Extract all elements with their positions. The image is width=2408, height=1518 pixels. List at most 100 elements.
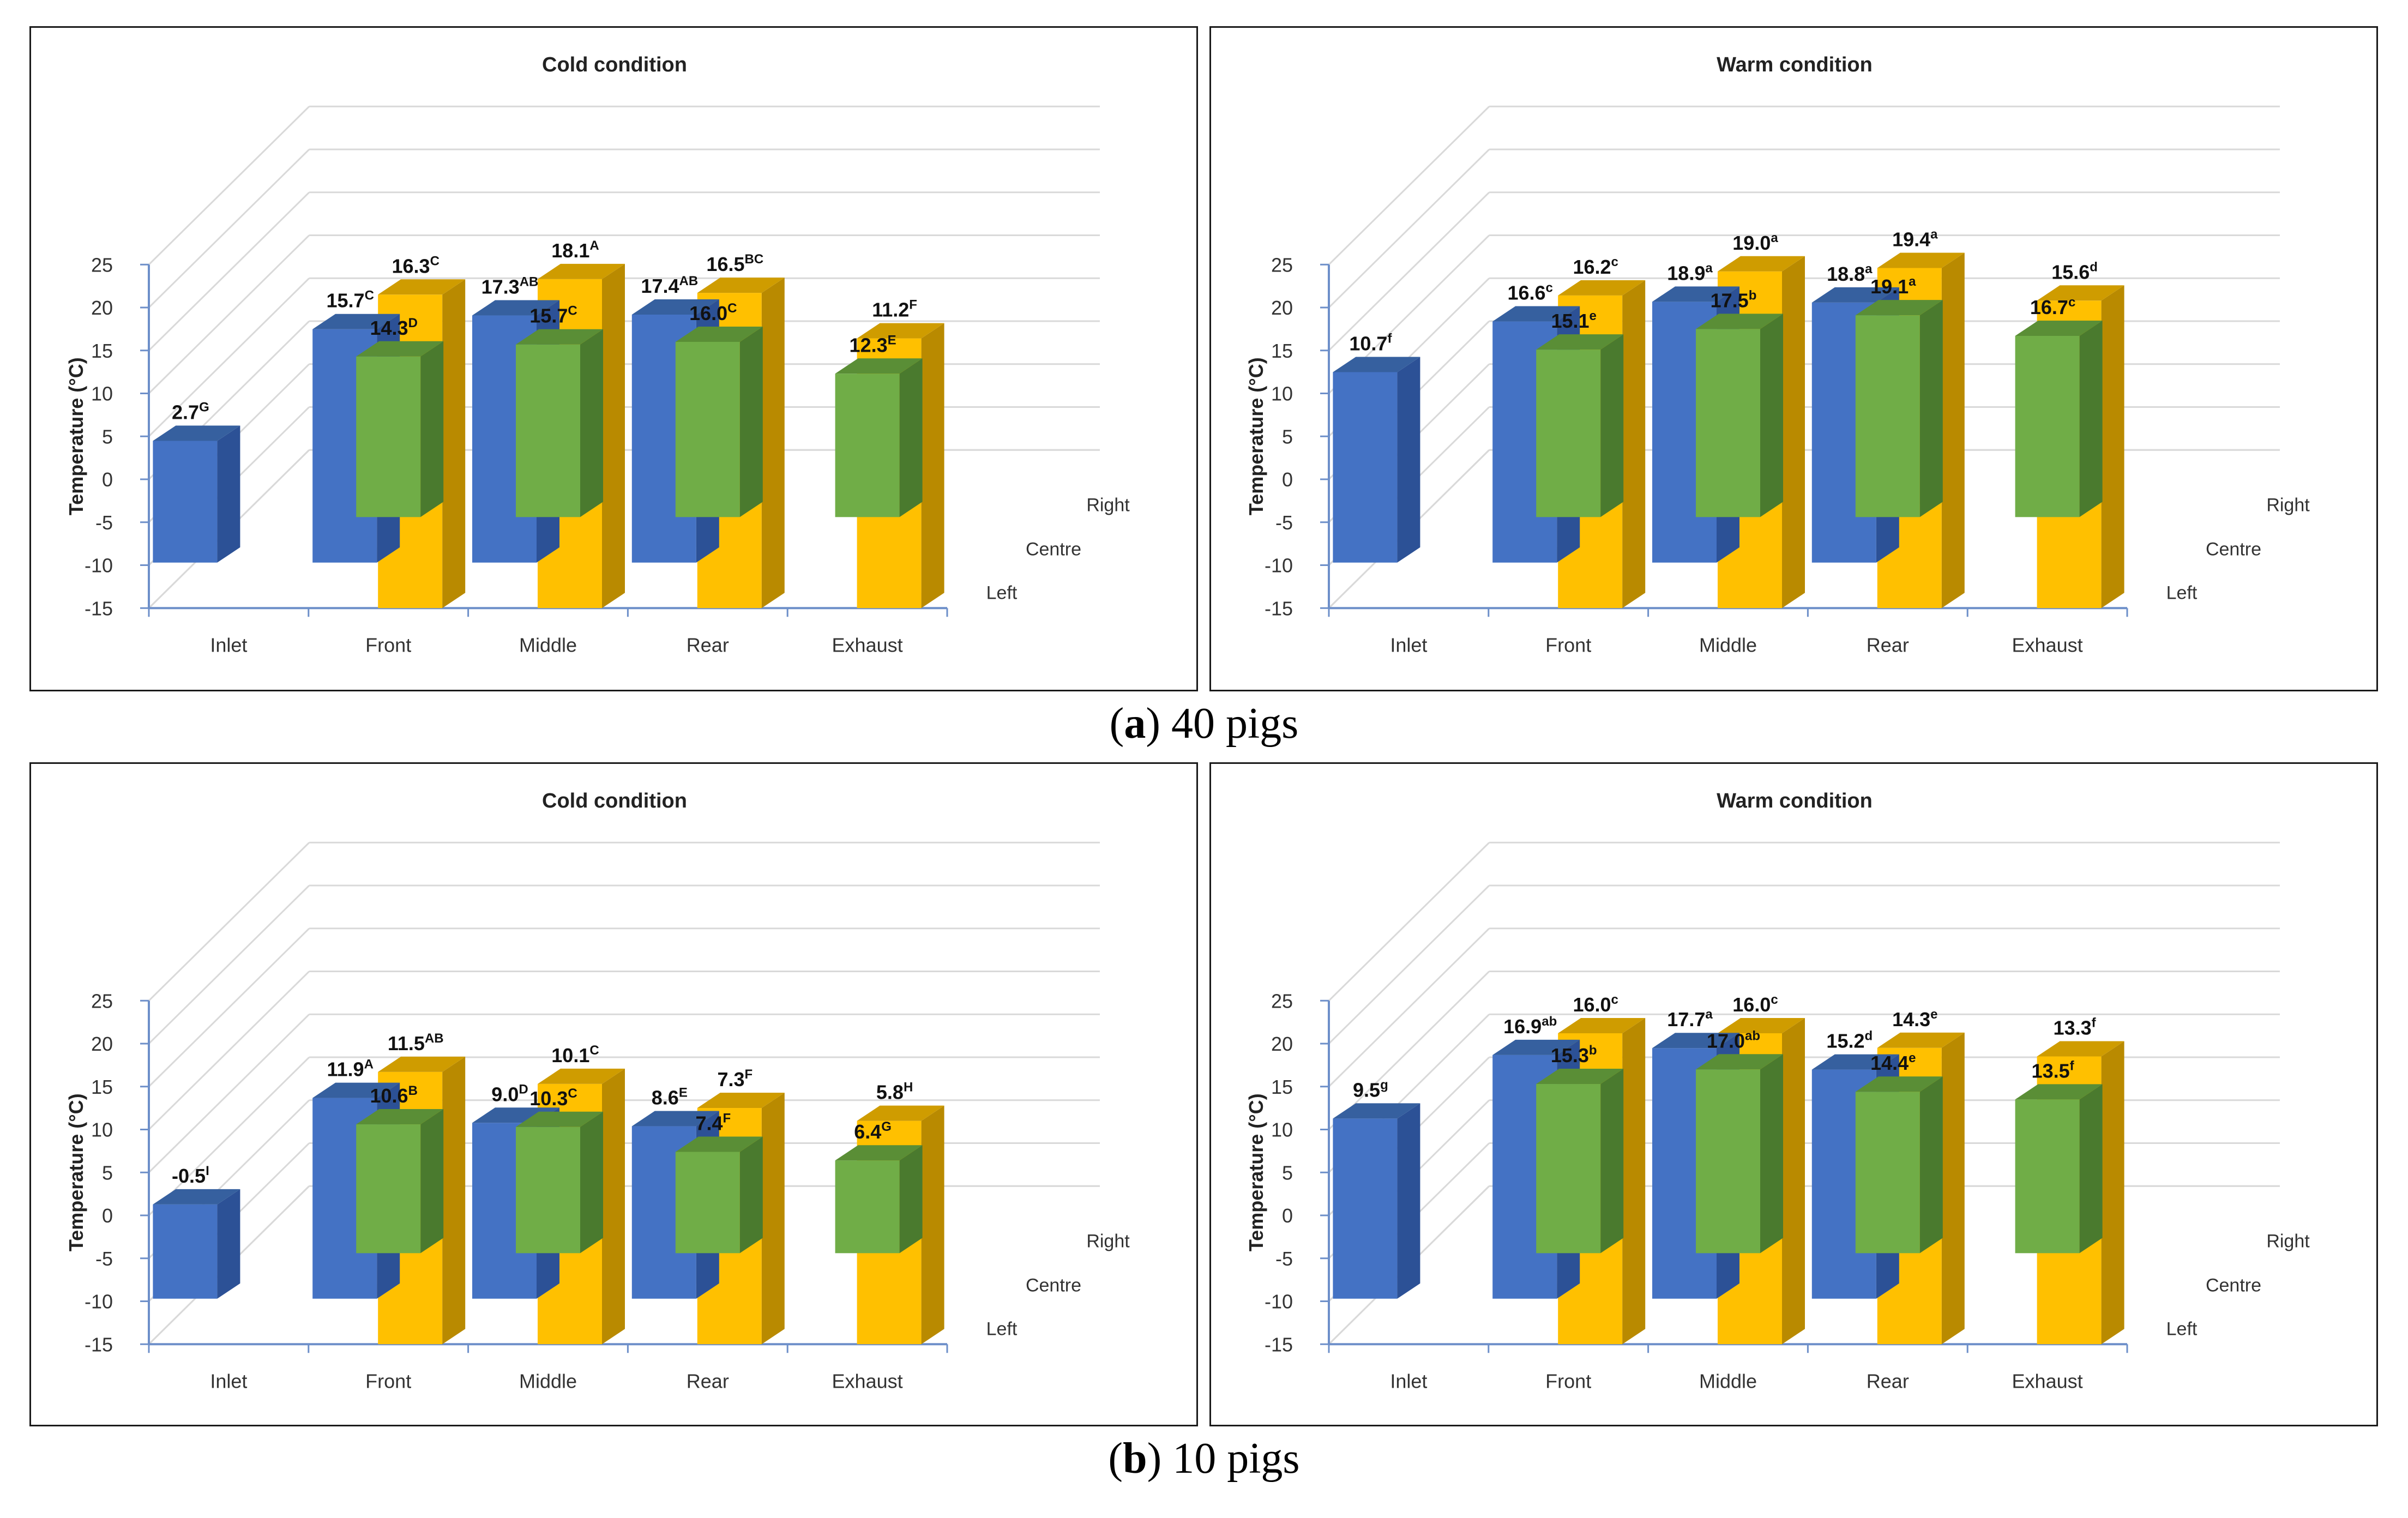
data-label-letter: C [568, 1086, 577, 1101]
bar-front-face [1696, 329, 1760, 517]
bar-side-face [1760, 314, 1783, 517]
depth-label: Left [2166, 1318, 2198, 1339]
bar-top-face [1718, 1018, 1805, 1033]
bar-top-face [1855, 1076, 1943, 1092]
data-label-letter: c [2068, 295, 2075, 310]
bar-top-face [675, 1136, 763, 1152]
bar-top-face [472, 300, 559, 316]
bar-front-face [2015, 335, 2080, 517]
y-tick-label: -10 [1265, 1291, 1293, 1313]
bar-top-face [675, 327, 763, 342]
y-tick-label: 0 [1282, 1204, 1293, 1227]
bar-top-face [631, 299, 719, 315]
data-label: 16.3C [392, 254, 439, 277]
bar-side-face [2101, 1041, 2124, 1345]
depth-label: Right [1086, 495, 1130, 515]
data-label-letter: E [888, 333, 896, 347]
gridline-side [148, 1056, 310, 1216]
bar-left [675, 327, 763, 517]
data-label-letter: AB [520, 275, 539, 290]
y-tick-label: 15 [1271, 1076, 1293, 1098]
bar-side-face [1600, 334, 1624, 517]
y-tick-label: -5 [95, 511, 113, 534]
data-label: 17.3AB [481, 275, 539, 298]
gridline-side [148, 106, 310, 266]
gridline-side [148, 842, 310, 1002]
data-label-letter: e [1930, 1007, 1937, 1022]
data-label-letter: a [1705, 1007, 1713, 1022]
bar-side-face [1397, 1103, 1420, 1299]
caption-a-letter: a [1124, 700, 1146, 748]
data-label: 16.0c [1573, 992, 1618, 1016]
category-label: Inlet [210, 634, 247, 656]
bar-front-face [1333, 372, 1398, 563]
bar-side-face [2079, 320, 2103, 517]
data-label: 14.3e [1892, 1007, 1937, 1031]
y-tick-label: 10 [1271, 383, 1293, 405]
bar-top-face [153, 1189, 240, 1204]
data-label-letter: C [589, 1043, 599, 1058]
bar-side-face [761, 278, 785, 609]
depth-label: Right [2266, 1231, 2310, 1251]
chart-panel-b-cold: Cold condition 25 20 15 10 5 0 -5 -10 -15 Temperat… [29, 762, 1198, 1426]
y-axis-title: Temperature (°C) [65, 357, 87, 515]
data-label-letter: D [519, 1082, 528, 1097]
data-label: 15.1e [1551, 309, 1596, 332]
y-tick-label: 0 [102, 468, 113, 491]
bar-top-face [378, 1056, 466, 1072]
bar-top-face [1855, 300, 1943, 316]
gridline-side [1328, 191, 1490, 351]
bar-left [1696, 314, 1783, 517]
y-tick-label: -15 [85, 597, 113, 619]
bar-front-face [1855, 315, 1920, 517]
category-label: Exhaust [832, 1370, 903, 1392]
chart-a-warm: Warm condition 25 20 15 10 5 0 -5 -10 -15 Temperat… [1245, 53, 2310, 656]
category-label: Middle [519, 1370, 577, 1392]
data-label-letter: a [1705, 261, 1713, 275]
bar-side-face [1941, 252, 1965, 609]
bar-side-face [2101, 285, 2124, 609]
y-tick-label: 10 [1271, 1119, 1293, 1141]
data-label-letter: e [1909, 1051, 1916, 1065]
bar-left [356, 1109, 444, 1254]
data-label-letter: G [199, 400, 209, 414]
depth-label: Centre [1026, 1275, 1081, 1296]
gridline-side [1328, 148, 1490, 309]
bar-top-face [857, 1105, 944, 1121]
bar-front-face [675, 342, 740, 517]
category-label: Front [1545, 634, 1591, 656]
data-label: 11.9A [327, 1057, 373, 1081]
category-label: Exhaust [2012, 1370, 2083, 1392]
category-label: Inlet [1390, 634, 1427, 656]
data-label: 13.5f [2032, 1058, 2075, 1082]
data-label: 16.6c [1507, 281, 1552, 304]
data-label-letter: E [679, 1086, 688, 1100]
data-label-letter: d [1865, 1029, 1873, 1044]
data-label-letter: ab [1745, 1028, 1760, 1043]
bar-side-face [580, 329, 603, 517]
gridline-side [1328, 106, 1490, 266]
y-tick-label: 25 [1271, 990, 1293, 1012]
bar-left [1855, 1076, 1943, 1254]
category-label: Exhaust [832, 634, 903, 656]
bar-left [516, 1111, 603, 1254]
bar-top-face [1718, 256, 1805, 272]
y-tick-label: 20 [91, 1033, 113, 1055]
bar-top-face [1536, 334, 1624, 350]
data-label-letter: AB [679, 274, 699, 288]
data-label: 16.0c [1732, 992, 1778, 1016]
data-label-letter: H [904, 1080, 913, 1095]
y-tick-label: -10 [85, 1291, 113, 1313]
bar-top-face [1696, 1054, 1783, 1070]
data-label-letter: a [1930, 227, 1938, 242]
chart-b-cold: Cold condition 25 20 15 10 5 0 -5 -10 -15 Temperat… [65, 790, 1130, 1392]
data-label: 10.7f [1349, 331, 1392, 354]
caption-a-text: ) 40 pigs [1146, 700, 1299, 748]
bar-front-face [2015, 1099, 2080, 1254]
bar-top-face [1877, 1032, 1965, 1048]
bar-centre [1333, 1103, 1420, 1299]
bar-front-face [153, 441, 218, 563]
depth-label: Centre [2206, 539, 2261, 559]
chart-panel-b-warm: Warm condition 25 20 15 10 5 0 -5 -10 -15 Temperat… [1209, 762, 2378, 1426]
bar-side-face [602, 263, 625, 609]
